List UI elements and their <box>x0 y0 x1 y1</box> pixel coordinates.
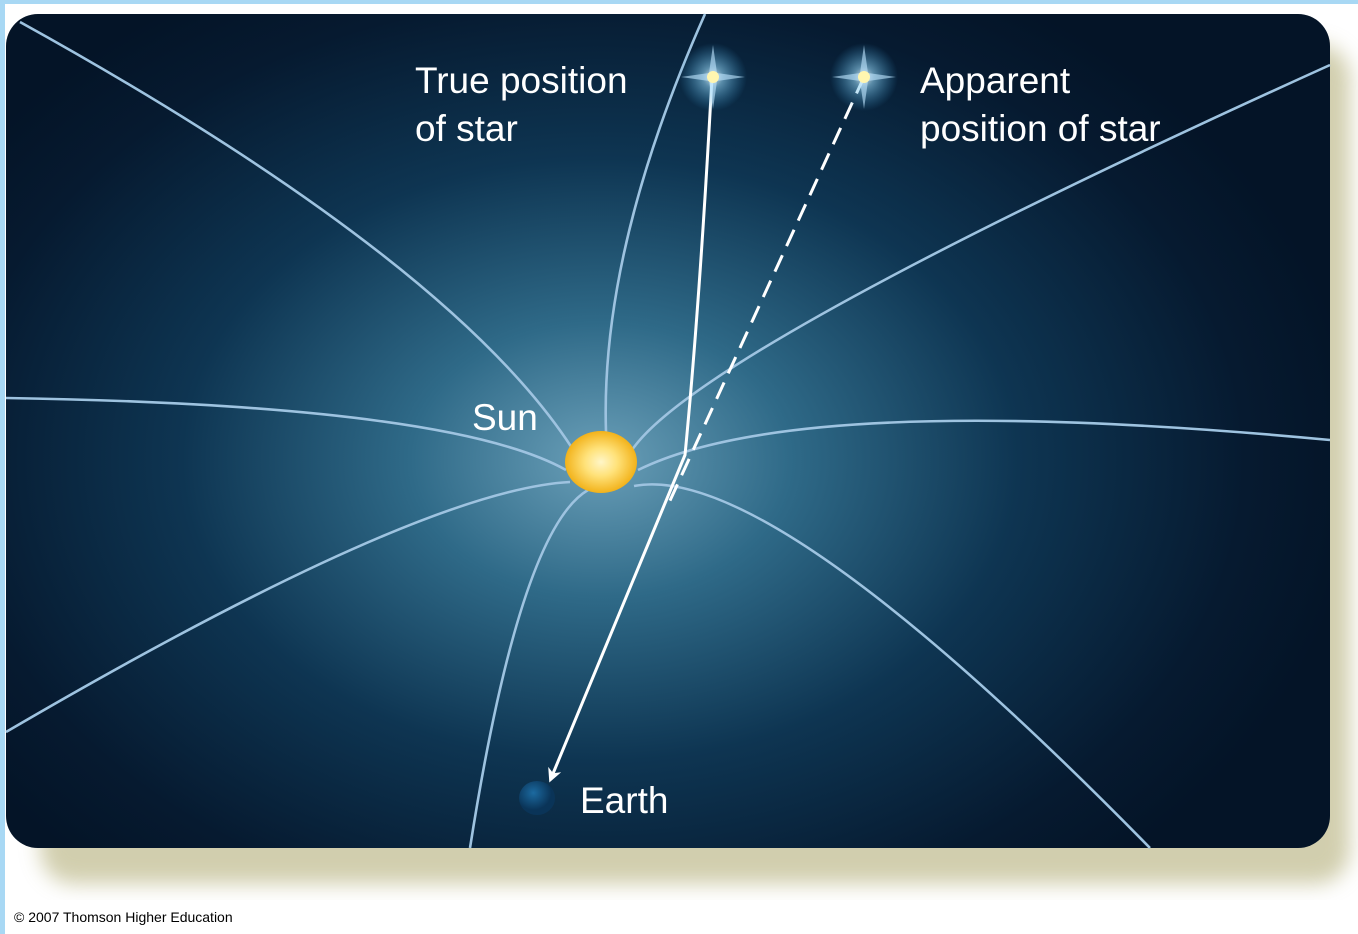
apparent-position-label: position of star <box>920 108 1161 149</box>
true-star <box>679 43 747 111</box>
sun <box>565 431 637 493</box>
earth-label: Earth <box>580 780 668 821</box>
apparent-position-label: Apparent <box>920 60 1071 101</box>
copyright: © 2007 Thomson Higher Education <box>14 909 233 925</box>
apparent-star <box>830 43 898 111</box>
diagram: True position of star Apparent position … <box>0 0 1358 900</box>
star-core <box>858 71 870 83</box>
earth <box>519 781 555 815</box>
sun-label: Sun <box>472 397 538 438</box>
true-position-label: of star <box>415 108 518 149</box>
star-core <box>707 71 719 83</box>
true-position-label: True position <box>415 60 628 101</box>
page: {"diagram": { "labels": { "true_position… <box>0 0 1358 934</box>
